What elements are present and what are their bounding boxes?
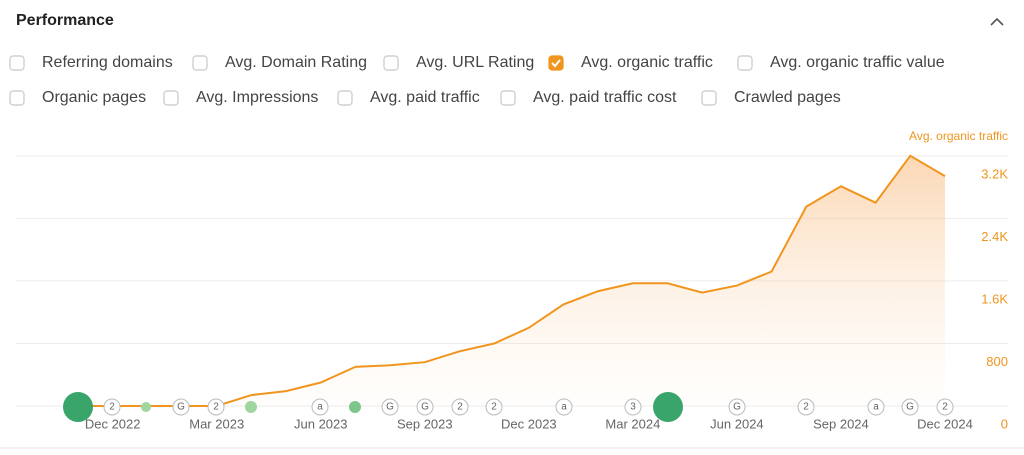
event-dot	[141, 402, 151, 412]
x-tick-label: Jun 2024	[710, 416, 764, 431]
annotation-marker[interactable]	[172, 398, 190, 416]
annotation-label: 2	[213, 402, 219, 413]
annotation-label: 3	[630, 402, 636, 413]
x-tick-label: Dec 2023	[501, 416, 557, 431]
annotation-marker[interactable]	[728, 398, 746, 416]
x-tick-label: Sep 2023	[397, 416, 453, 431]
annotation-label: G	[386, 402, 394, 413]
checkbox-label[interactable]: Avg. URL Rating	[416, 54, 534, 71]
annotation-marker[interactable]	[207, 398, 225, 416]
area-fill	[78, 155, 945, 406]
x-tick-label: Mar 2024	[605, 416, 660, 431]
checkbox[interactable]	[192, 55, 208, 71]
event-dot	[349, 401, 361, 413]
checkbox[interactable]	[548, 55, 564, 71]
annotation-marker[interactable]	[485, 398, 503, 416]
checkbox[interactable]	[337, 90, 353, 106]
annotation-label: 2	[491, 402, 497, 413]
annotation-marker[interactable]	[451, 398, 469, 416]
x-tick-label: Sep 2024	[813, 416, 869, 431]
checkbox-label[interactable]: Avg. organic traffic	[581, 54, 713, 71]
checkbox[interactable]	[9, 90, 25, 106]
checkmark	[551, 59, 561, 68]
annotation-marker[interactable]	[867, 398, 885, 416]
y-tick-label: 800	[986, 354, 1008, 369]
annotation-label: 2	[109, 402, 115, 413]
checkbox[interactable]	[9, 55, 25, 71]
panel-title: Performance	[16, 12, 114, 29]
checkbox[interactable]	[163, 90, 179, 106]
x-tick-label: Dec 2022	[85, 416, 141, 431]
event-bubble[interactable]	[63, 392, 93, 422]
y-tick-label: 0	[1001, 416, 1008, 431]
checkbox-label[interactable]: Avg. paid traffic	[370, 89, 480, 106]
checkbox[interactable]	[737, 55, 753, 71]
annotation-label: G	[421, 402, 429, 413]
checkbox-label[interactable]: Organic pages	[42, 89, 146, 106]
annotation-marker[interactable]	[311, 398, 329, 416]
checkbox-label[interactable]: Avg. Domain Rating	[225, 54, 367, 71]
collapse-button[interactable]	[990, 17, 1004, 26]
annotation-marker[interactable]	[901, 398, 919, 416]
annotation-label: G	[906, 402, 914, 413]
annotation-marker[interactable]	[555, 398, 573, 416]
annotation-marker[interactable]	[381, 398, 399, 416]
event-dot	[245, 401, 257, 413]
checkbox[interactable]	[701, 90, 717, 106]
annotation-marker[interactable]	[936, 398, 954, 416]
annotation-label: a	[873, 402, 879, 413]
x-tick-label: Mar 2023	[189, 416, 244, 431]
series-label: Avg. organic traffic	[909, 129, 1008, 143]
y-tick-label: 1.6K	[981, 291, 1008, 306]
checkbox-label[interactable]: Avg. Impressions	[196, 89, 318, 106]
checkbox-label[interactable]: Crawled pages	[734, 89, 841, 106]
checkbox-label[interactable]: Referring domains	[42, 54, 173, 71]
annotation-label: G	[733, 402, 741, 413]
checkbox-label[interactable]: Avg. organic traffic value	[770, 54, 945, 71]
annotation-marker[interactable]	[797, 398, 815, 416]
annotation-marker[interactable]	[624, 398, 642, 416]
y-tick-label: 3.2K	[981, 166, 1008, 181]
event-bubble[interactable]	[653, 392, 683, 422]
annotation-label: 2	[457, 402, 463, 413]
y-tick-label: 2.4K	[981, 229, 1008, 244]
annotation-label: 2	[942, 402, 948, 413]
x-tick-label: Dec 2024	[917, 416, 973, 431]
annotation-label: a	[561, 402, 567, 413]
annotation-label: G	[177, 402, 185, 413]
annotation-label: 2	[803, 402, 809, 413]
checkbox[interactable]	[500, 90, 516, 106]
checkbox-label[interactable]: Avg. paid traffic cost	[533, 89, 677, 106]
annotation-marker[interactable]	[416, 398, 434, 416]
x-tick-label: Jun 2023	[294, 416, 348, 431]
checkbox[interactable]	[383, 55, 399, 71]
annotation-marker[interactable]	[103, 398, 121, 416]
annotation-label: a	[317, 402, 323, 413]
